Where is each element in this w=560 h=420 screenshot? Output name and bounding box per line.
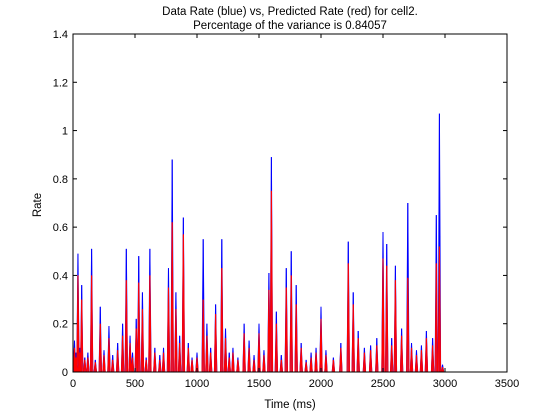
- y-tick-label: 0: [62, 367, 68, 379]
- y-tick-label: 0.2: [53, 319, 68, 331]
- y-tick-label: 0.6: [53, 222, 68, 234]
- y-axis-label: Rate: [32, 193, 44, 217]
- series-layer: [72, 113, 445, 373]
- x-tick-label: 2000: [309, 378, 333, 390]
- plot-area-frame: [72, 33, 508, 373]
- x-tick-label: 2500: [371, 378, 395, 390]
- y-tick-label: 1.2: [53, 77, 68, 89]
- y-tick-label: 1: [62, 126, 68, 138]
- x-tick-label: 3500: [495, 378, 519, 390]
- y-tick-label: 0.4: [53, 270, 68, 282]
- chart-title-line-1: Data Rate (blue) vs, Predicted Rate (red…: [162, 6, 418, 18]
- x-tick-label: 500: [126, 378, 144, 390]
- x-tick-label: 3000: [433, 378, 457, 390]
- x-tick-label: 1500: [247, 378, 271, 390]
- y-axis-ticks: 0 0.2 0.4 0.6 0.8 1 1.2 1.4: [53, 29, 507, 379]
- chart-title-line-2: Percentage of the variance is 0.84057: [193, 20, 387, 32]
- predicted-rate-series: [72, 190, 445, 373]
- x-axis-label: Time (ms): [264, 399, 315, 411]
- y-tick-label: 1.4: [53, 29, 68, 41]
- x-axis-ticks: 0 500 1000 1500 2000 2500 3000 3500: [70, 34, 519, 390]
- x-tick-label: 0: [70, 378, 76, 390]
- y-tick-label: 0.8: [53, 174, 68, 186]
- x-tick-label: 1000: [185, 378, 209, 390]
